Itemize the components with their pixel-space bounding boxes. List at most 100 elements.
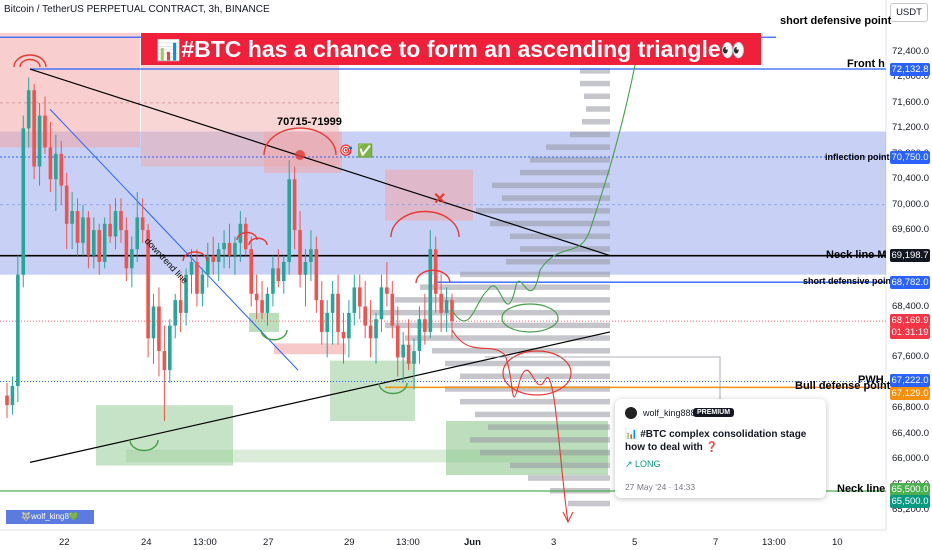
- time-tick: 24: [141, 537, 152, 548]
- volume-profile-bar: [510, 462, 610, 469]
- candle-body: [379, 287, 384, 320]
- volume-profile-bar: [586, 106, 610, 112]
- candle-body: [319, 300, 324, 332]
- idea-title[interactable]: 📊 #BTC complex consolidation stage how t…: [625, 429, 807, 453]
- candle-body: [48, 147, 53, 180]
- eyes-icon: 👀: [720, 40, 746, 62]
- candle-body: [119, 211, 123, 231]
- related-idea-card[interactable]: wolf_king888 PREMIUM 📊 #BTC complex cons…: [615, 399, 826, 498]
- volume-profile-bar: [584, 93, 610, 100]
- volume-profile-bar: [570, 131, 610, 138]
- range-label: 70715-71999: [277, 116, 342, 128]
- idea-direction: ↗ LONG: [625, 459, 661, 469]
- price-tick: 71,600.0: [892, 96, 929, 108]
- volume-profile-bar: [432, 348, 610, 354]
- candle-body: [216, 249, 221, 262]
- top-arc-inner: [19, 58, 41, 68]
- price-tick: 70,000.0: [892, 198, 929, 210]
- avatar: [625, 407, 637, 419]
- price-tag-short-defensive: 68,782.0: [890, 276, 930, 289]
- candle-body: [21, 128, 26, 275]
- candle-body: [395, 325, 400, 358]
- candle-body: [86, 217, 91, 256]
- candle-body: [298, 230, 302, 275]
- time-tick: 22: [59, 537, 70, 548]
- candle-body: [146, 230, 150, 339]
- premium-badge: PREMIUM: [693, 408, 735, 417]
- projection-box: [485, 356, 721, 400]
- bottom-arc: [378, 382, 408, 395]
- candle-body: [211, 255, 216, 262]
- candle-body: [314, 249, 319, 301]
- candle-body: [412, 351, 416, 364]
- price-tick: 66,400.0: [892, 427, 929, 439]
- candle-body: [75, 211, 80, 243]
- candle-body: [303, 261, 308, 275]
- volume-profile-bar: [475, 411, 610, 418]
- price-tick: 66,800.0: [892, 402, 929, 414]
- candle-body: [178, 300, 183, 313]
- candle-body: [271, 268, 275, 294]
- price-tag-bull-defense: 67,129.0: [890, 387, 930, 400]
- candle-body: [102, 223, 107, 262]
- candle-body: [92, 230, 96, 256]
- candle-body: [385, 287, 389, 294]
- candle-body: [243, 223, 248, 250]
- candle-body: [309, 249, 313, 262]
- price-tick: 71,200.0: [892, 122, 929, 134]
- price-tag-front-h: 72,132.8: [890, 63, 930, 76]
- volume-profile-bar: [385, 322, 610, 329]
- time-tick: 7: [713, 537, 719, 548]
- candle-body: [70, 211, 74, 224]
- author-name[interactable]: wolf_king888: [643, 408, 696, 418]
- price-tag-neck-line-2: 65,500.0: [890, 495, 930, 508]
- currency-selector[interactable]: USDT: [890, 3, 928, 22]
- top-arc: [182, 251, 208, 262]
- target-icon: 🎯: [339, 145, 353, 157]
- candle-body: [352, 287, 357, 313]
- candle-body: [81, 217, 85, 243]
- candle-body: [205, 255, 210, 275]
- candle-body: [162, 351, 167, 371]
- bottom-arc: [129, 439, 159, 452]
- volume-profile-bar: [492, 182, 610, 189]
- volume-profile-bar: [506, 258, 610, 265]
- candle-body: [347, 312, 351, 339]
- candle-body: [113, 211, 118, 237]
- price-tick: 65,200.0: [892, 504, 929, 516]
- symbol-title: Bitcoin / TetherUS PERPETUAL CONTRACT, 3…: [4, 4, 270, 15]
- candle-body: [157, 306, 161, 352]
- candle-body: [173, 300, 178, 326]
- time-tick: 13:00: [396, 537, 420, 548]
- time-tick: 13:00: [762, 537, 786, 548]
- neck-line-m-label: Neck line M: [826, 249, 887, 261]
- candle-body: [184, 274, 188, 313]
- candle-body: [406, 344, 411, 364]
- candle-body: [32, 90, 36, 167]
- candle-body: [37, 115, 42, 167]
- volume-profile-bar: [546, 144, 610, 150]
- candle-body: [64, 185, 69, 224]
- neck-line-label: Neck line: [837, 483, 886, 495]
- volume-profile-bar: [470, 437, 610, 443]
- bearish-projection: [451, 329, 569, 523]
- candle-body: [43, 115, 47, 148]
- volume-profile-bar: [568, 500, 610, 507]
- volume-profile-bar: [502, 195, 610, 201]
- candle-body: [254, 293, 259, 301]
- candle-body: [222, 242, 226, 250]
- bottom-arc: [260, 329, 288, 341]
- candle-body: [433, 249, 438, 294]
- time-tick: 10: [832, 537, 843, 548]
- candle-body: [357, 287, 362, 307]
- top-arc: [236, 231, 258, 241]
- time-tick: 29: [344, 537, 355, 548]
- candle-body: [200, 274, 205, 294]
- candle-body: [227, 242, 232, 256]
- top-arc: [390, 210, 460, 238]
- candle-body: [195, 261, 199, 294]
- candle-body: [249, 249, 254, 294]
- candle-body: [281, 261, 286, 282]
- price-tick: 66,000.0: [892, 453, 929, 465]
